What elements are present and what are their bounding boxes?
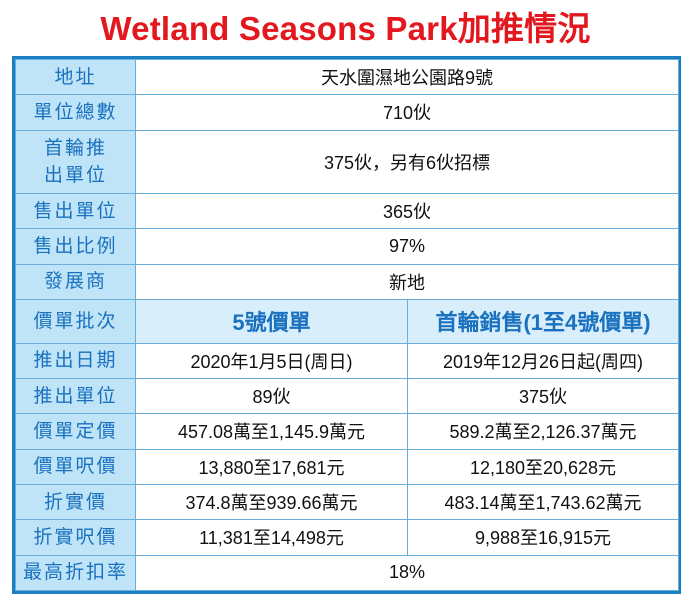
cell-net-price-per-sqft-a: 11,381至14,498元	[135, 519, 408, 556]
cell-launch-units-a: 89伙	[135, 377, 408, 415]
row-value-sold-ratio: 97%	[134, 228, 680, 265]
table-row: 發展商 新地	[15, 263, 680, 301]
info-table-frame: 地址 天水圍濕地公園路9號 單位總數 710伙 首輪推出單位 375伙，另有6伙…	[12, 56, 681, 594]
cell-net-price-b: 483.14萬至1,743.62萬元	[406, 483, 680, 521]
row-label-total-units: 單位總數	[15, 94, 136, 131]
row-label-max-discount: 最高折扣率	[15, 554, 136, 592]
cell-list-price-b: 589.2萬至2,126.37萬元	[406, 413, 680, 450]
row-value-sold-units: 365伙	[134, 193, 680, 230]
table-row: 價單呎價 13,880至17,681元 12,180至20,628元	[15, 448, 680, 485]
table-row: 地址 天水圍濕地公園路9號	[15, 58, 680, 96]
table-row: 折實價 374.8萬至939.66萬元 483.14萬至1,743.62萬元	[15, 483, 680, 521]
table-row: 折實呎價 11,381至14,498元 9,988至16,915元	[15, 519, 680, 556]
row-value-total-units: 710伙	[134, 94, 680, 131]
cell-launch-date-b: 2019年12月26日起(周四)	[406, 342, 680, 379]
row-value-developer: 新地	[134, 263, 680, 301]
table-row: 最高折扣率 18%	[15, 554, 680, 592]
cell-list-price-a: 457.08萬至1,145.9萬元	[135, 413, 408, 450]
cell-launch-units-b: 375伙	[406, 377, 680, 415]
row-label-address: 地址	[15, 58, 136, 96]
row-label-developer: 發展商	[15, 263, 136, 301]
table-row: 推出單位 89伙 375伙	[15, 377, 680, 415]
row-value-first-round-units: 375伙，另有6伙招標	[134, 129, 680, 195]
table-row: 價單定價 457.08萬至1,145.9萬元 589.2萬至2,126.37萬元	[15, 413, 680, 450]
row-label-sold-units: 售出單位	[15, 193, 136, 230]
table-row: 推出日期 2020年1月5日(周日) 2019年12月26日起(周四)	[15, 342, 680, 379]
column-header-batch-5: 5號價單	[135, 299, 408, 344]
row-label-first-round-units: 首輪推出單位	[15, 129, 136, 195]
row-label-sold-ratio: 售出比例	[15, 228, 136, 265]
row-value-max-discount: 18%	[134, 554, 680, 592]
table-row: 售出單位 365伙	[15, 193, 680, 230]
row-value-address: 天水圍濕地公園路9號	[134, 58, 680, 96]
row-label-price-batch: 價單批次	[15, 299, 136, 344]
table-header-row: 價單批次 5號價單 首輪銷售(1至4號價單)	[15, 299, 680, 344]
row-label-list-price-per-sqft: 價單呎價	[15, 448, 136, 485]
table-row: 售出比例 97%	[15, 228, 680, 265]
info-table: 地址 天水圍濕地公園路9號 單位總數 710伙 首輪推出單位 375伙，另有6伙…	[15, 58, 680, 592]
table-row: 首輪推出單位 375伙，另有6伙招標	[15, 129, 680, 195]
cell-list-price-per-sqft-a: 13,880至17,681元	[135, 448, 408, 485]
cell-list-price-per-sqft-b: 12,180至20,628元	[406, 448, 680, 485]
cell-launch-date-a: 2020年1月5日(周日)	[135, 342, 408, 379]
table-row: 單位總數 710伙	[15, 94, 680, 131]
row-label-launch-date: 推出日期	[15, 342, 136, 379]
row-label-net-price: 折實價	[15, 483, 136, 521]
column-header-first-round: 首輪銷售(1至4號價單)	[406, 299, 680, 344]
row-label-list-price: 價單定價	[15, 413, 136, 450]
row-label-launch-units: 推出單位	[15, 377, 136, 415]
row-label-net-price-per-sqft: 折實呎價	[15, 519, 136, 556]
cell-net-price-a: 374.8萬至939.66萬元	[135, 483, 408, 521]
cell-net-price-per-sqft-b: 9,988至16,915元	[406, 519, 680, 556]
page-title: Wetland Seasons Park加推情況	[100, 10, 591, 47]
